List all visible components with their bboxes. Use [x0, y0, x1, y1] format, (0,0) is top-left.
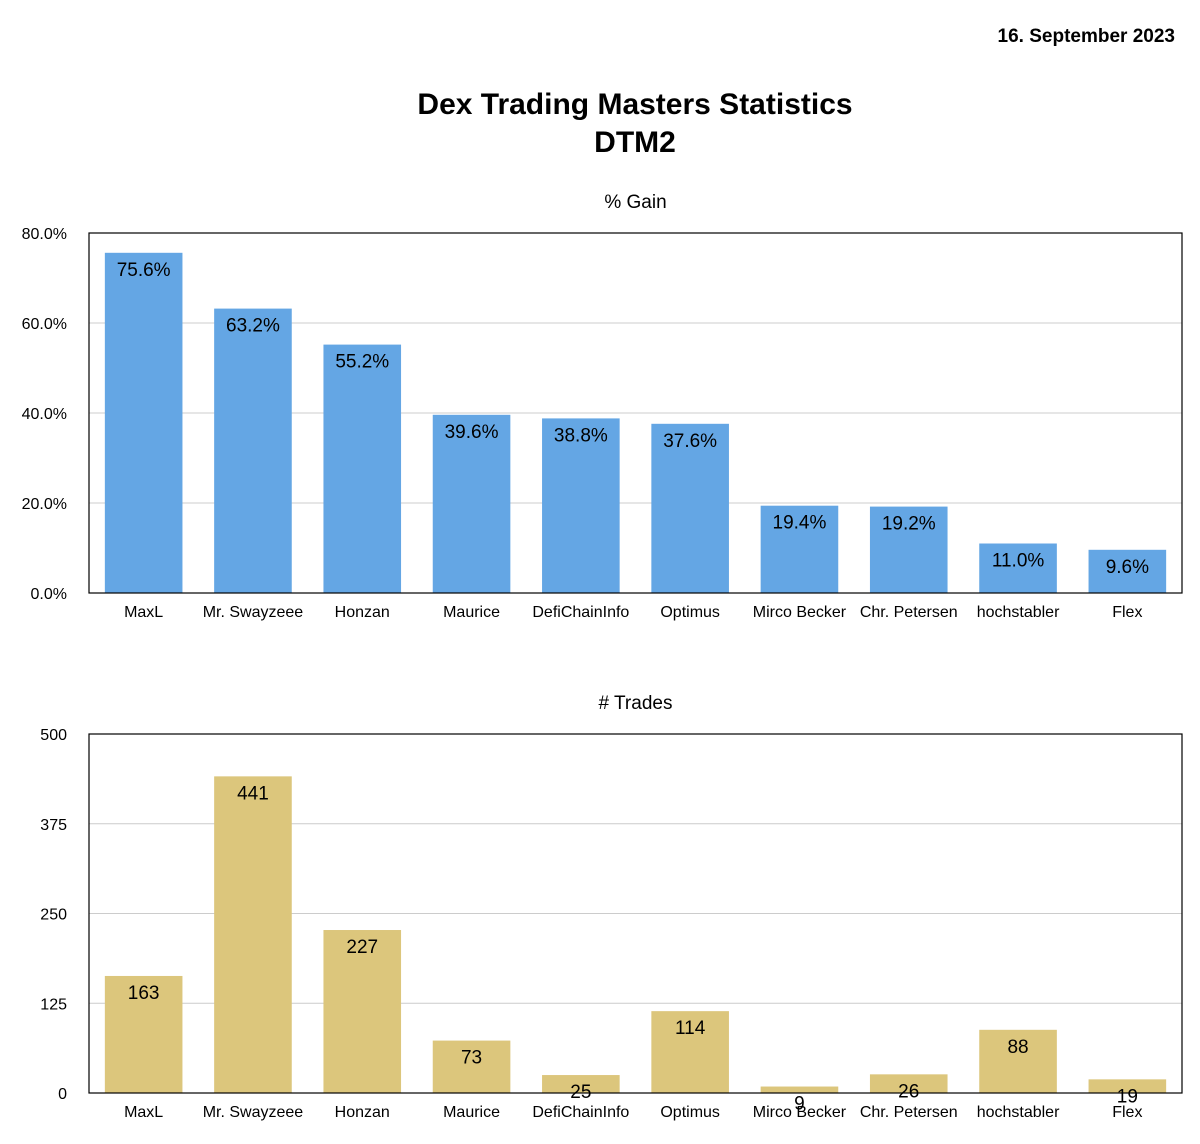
trades-data-label: 88	[1007, 1037, 1028, 1058]
gain-x-tick-label: Mirco Becker	[753, 604, 847, 621]
gain-data-label: 19.4%	[773, 513, 827, 534]
trades-y-tick-label: 375	[40, 817, 67, 834]
trades-y-tick-label: 500	[40, 727, 67, 744]
gain-x-tick-label: Honzan	[335, 604, 390, 621]
report-date: 16. September 2023	[997, 26, 1175, 47]
trades-bar	[651, 1011, 729, 1093]
trades-data-label: 9	[794, 1094, 805, 1115]
gain-y-tick-label: 40.0%	[22, 406, 67, 423]
gain-x-tick-label: hochstabler	[977, 604, 1060, 621]
trades-data-label: 163	[128, 983, 160, 1004]
gain-bar	[104, 252, 183, 594]
gain-data-label: 63.2%	[226, 316, 280, 337]
title-line-2: DTM2	[594, 126, 676, 159]
trades-x-tick-label: DefiChainInfo	[532, 1104, 629, 1121]
gain-y-tick-label: 20.0%	[22, 496, 67, 513]
trades-y-tick-label: 125	[40, 996, 67, 1013]
trades-bar	[104, 975, 183, 1093]
gain-bar	[323, 344, 402, 593]
trades-y-tick-label: 250	[40, 907, 67, 924]
trades-x-tick-label: hochstabler	[977, 1104, 1060, 1121]
gain-data-label: 37.6%	[663, 431, 717, 452]
trades-bar	[323, 930, 402, 1093]
gain-data-label: 55.2%	[335, 352, 389, 373]
gain-bar	[432, 414, 511, 593]
trades-data-label: 73	[461, 1048, 482, 1069]
gain-chart-title: % Gain	[604, 192, 666, 213]
gain-data-label: 11.0%	[992, 551, 1045, 572]
gain-data-label: 38.8%	[554, 425, 608, 446]
trades-bar	[214, 776, 292, 1093]
trades-bar	[542, 1075, 620, 1093]
trades-data-label: 19	[1117, 1086, 1138, 1107]
trades-x-tick-label: Honzan	[335, 1104, 390, 1121]
trades-bar	[432, 1040, 511, 1093]
gain-data-label: 39.6%	[445, 422, 499, 443]
trades-x-tick-label: Mirco Becker	[753, 1104, 847, 1121]
trades-bar	[760, 1086, 839, 1093]
trades-data-label: 227	[346, 937, 378, 958]
gain-bar	[651, 423, 729, 593]
trades-y-tick-label: 0	[58, 1086, 67, 1103]
gain-x-tick-label: Chr. Petersen	[860, 604, 958, 621]
gain-y-tick-label: 0.0%	[31, 586, 67, 603]
gain-x-tick-label: Flex	[1112, 604, 1142, 621]
trades-data-label: 114	[675, 1018, 706, 1039]
gain-x-tick-label: Optimus	[660, 604, 720, 621]
gain-y-tick-label: 80.0%	[22, 226, 67, 243]
gain-x-tick-label: Mr. Swayzeee	[203, 604, 304, 621]
gain-bar	[214, 308, 292, 593]
gain-bar	[542, 418, 620, 593]
gain-y-tick-label: 60.0%	[22, 316, 67, 333]
gain-x-tick-label: DefiChainInfo	[532, 604, 629, 621]
trades-x-tick-label: Maurice	[443, 1104, 500, 1121]
title-line-1: Dex Trading Masters Statistics	[417, 88, 853, 121]
trades-x-tick-label: Mr. Swayzeee	[203, 1104, 304, 1121]
gain-data-label: 19.2%	[882, 514, 936, 535]
trades-data-label: 26	[898, 1081, 919, 1102]
gain-data-label: 75.6%	[117, 260, 171, 281]
gain-bar	[760, 505, 839, 593]
page-title: Dex Trading Masters Statistics DTM2	[0, 86, 1200, 162]
gain-chart: % Gain 0.0% 20.0% 40.0% 60.0% 80.0% 75.6% MaxL 6…	[22, 192, 1183, 621]
trades-x-tick-label: Optimus	[660, 1104, 720, 1121]
gain-bar	[979, 543, 1057, 593]
gain-data-label: 9.6%	[1106, 557, 1149, 578]
trades-bar	[1088, 1079, 1167, 1093]
gain-x-tick-label: Maurice	[443, 604, 500, 621]
gain-bar	[1088, 549, 1167, 593]
trades-chart-title: # Trades	[599, 693, 673, 714]
trades-bar	[869, 1074, 948, 1093]
trades-x-tick-label: Flex	[1112, 1104, 1142, 1121]
gain-bar	[869, 506, 948, 593]
gain-plot-frame	[88, 232, 1183, 594]
trades-x-tick-label: Chr. Petersen	[860, 1104, 958, 1121]
trades-plot-frame	[88, 733, 1183, 1094]
trades-x-tick-label: MaxL	[124, 1104, 163, 1121]
trades-data-label: 441	[237, 783, 269, 804]
gain-x-tick-label: MaxL	[124, 604, 163, 621]
trades-bar	[979, 1029, 1057, 1093]
